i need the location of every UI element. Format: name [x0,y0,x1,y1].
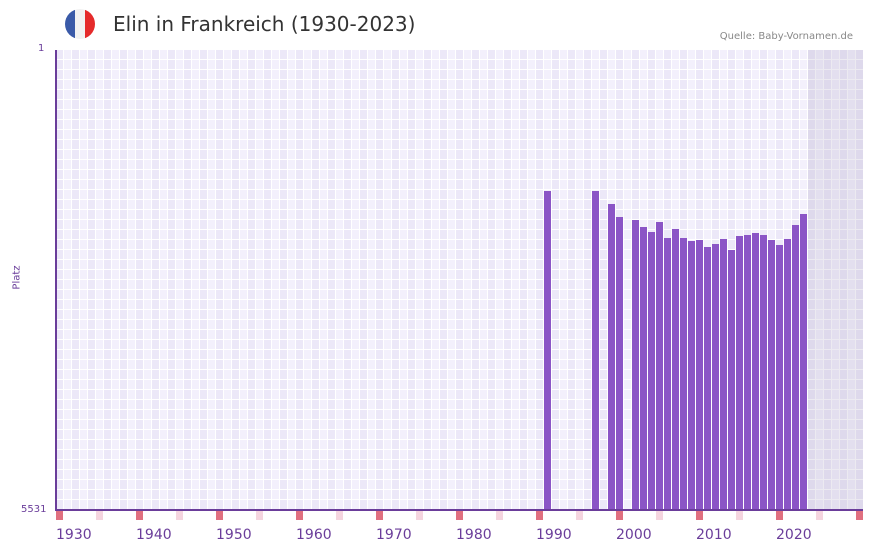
year-markers [56,511,863,520]
bar-1997[interactable] [592,190,599,510]
bar-1991[interactable] [544,190,551,510]
bar-2004[interactable] [648,231,655,510]
bar-2017[interactable] [752,232,759,510]
year-marker [256,511,263,520]
y-axis-title: Platz [11,265,23,290]
bar-2013[interactable] [720,238,727,510]
bar-2003[interactable] [640,226,647,510]
bar-2000[interactable] [616,216,623,510]
projection-shade [808,50,863,510]
year-marker [656,511,663,520]
year-marker [176,511,183,520]
year-marker [696,511,703,520]
x-tick-label: 2000 [616,527,652,543]
year-marker [496,511,503,520]
bar-1999[interactable] [608,203,615,510]
year-marker [736,511,743,520]
year-marker [616,511,623,520]
bar-2002[interactable] [632,219,639,510]
x-tick-label: 2010 [696,527,732,543]
year-marker [376,511,383,520]
x-tick-label: 1960 [296,527,332,543]
bar-2006[interactable] [664,237,671,510]
bar-2016[interactable] [744,234,751,510]
x-tick-label: 1990 [536,527,572,543]
year-marker [216,511,223,520]
bar-2005[interactable] [656,221,663,510]
y-axis-top-label: 1 [38,43,45,54]
y-axis-bottom-label: 5531 [21,504,47,515]
year-marker [776,511,783,520]
year-marker [816,511,823,520]
bar-2015[interactable] [736,235,743,510]
x-tick-label: 1940 [136,527,172,543]
plot-area [56,50,863,510]
bar-2008[interactable] [680,237,687,510]
bar-2018[interactable] [760,234,767,510]
year-marker [536,511,543,520]
year-marker [56,511,63,520]
x-tick-label: 1970 [376,527,412,543]
bar-2019[interactable] [768,239,775,510]
x-tick-label: 1930 [56,527,92,543]
year-marker [136,511,143,520]
bar-2012[interactable] [712,243,719,510]
x-tick-label: 1950 [216,527,252,543]
bar-2022[interactable] [792,224,799,510]
bar-2009[interactable] [688,240,695,510]
y-axis-line [55,50,57,511]
year-marker [96,511,103,520]
france-flag-icon [65,9,95,39]
x-tick-label: 1980 [456,527,492,543]
bar-2007[interactable] [672,228,679,510]
year-marker [856,511,863,520]
year-marker [416,511,423,520]
bar-2014[interactable] [728,249,735,510]
x-tick-label: 2020 [776,527,812,543]
year-marker [336,511,343,520]
chart-title: Elin in Frankreich (1930-2023) [113,12,416,36]
bar-2010[interactable] [696,239,703,510]
source-credit: Quelle: Baby-Vornamen.de [719,31,853,42]
bar-2023[interactable] [800,213,807,510]
bar-2021[interactable] [784,238,791,510]
year-marker [296,511,303,520]
year-marker [456,511,463,520]
year-marker [576,511,583,520]
x-axis-line [55,509,863,511]
bar-2011[interactable] [704,246,711,510]
bar-2020[interactable] [776,244,783,510]
